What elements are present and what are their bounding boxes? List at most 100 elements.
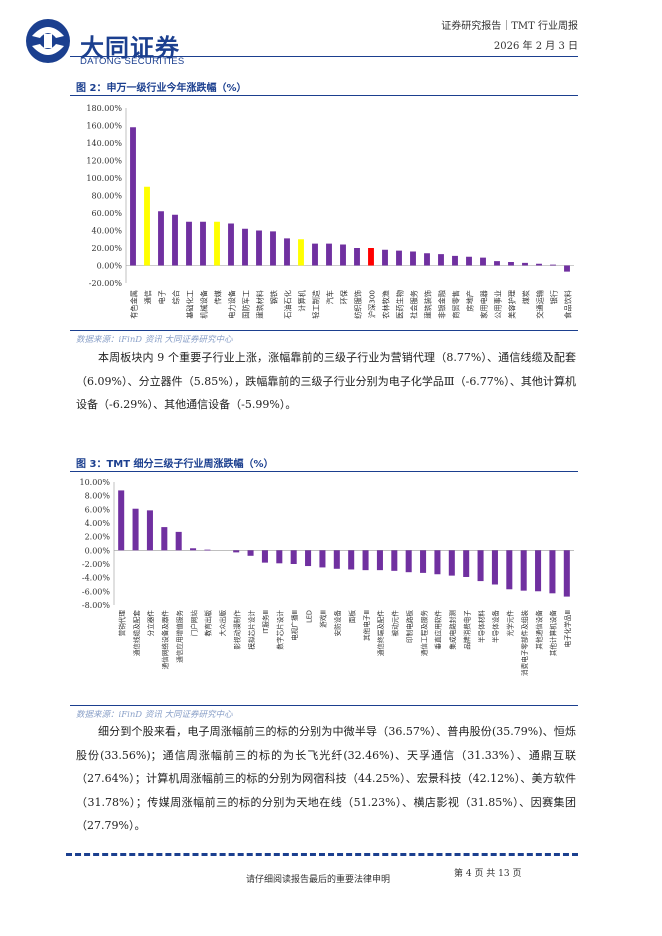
tmt-chart-category-label: 印制电路板	[405, 610, 414, 643]
header-divider	[70, 56, 578, 57]
industry-chart-category-label: 轻工制造	[312, 290, 321, 319]
tmt-chart-category-label: 面板	[347, 610, 356, 624]
tmt-chart-y-tick-label: -6.00%	[82, 587, 111, 596]
industry-chart-y-tick-label: 20.00%	[91, 244, 122, 253]
tmt-chart-category-label: 营销代理	[117, 610, 126, 637]
industry-chart-category-label: 公用事业	[494, 290, 503, 319]
industry-chart-bar	[354, 248, 360, 266]
tmt-chart-bar	[491, 550, 498, 585]
industry-chart-y-tick-label: 140.00%	[86, 139, 122, 148]
tmt-chart-bar	[520, 550, 527, 591]
industry-chart-category-label: 电子	[158, 290, 167, 304]
tmt-chart-category-label: 通信应用增值服务	[175, 610, 184, 663]
tmt-chart-category-label: 品牌消费电子	[462, 610, 471, 650]
tmt-chart-bar	[319, 550, 326, 568]
tmt-chart-y-tick-label: 2.00%	[85, 533, 111, 542]
industry-chart-bar	[466, 256, 472, 266]
tmt-chart-category-label: 游戏Ⅲ	[319, 610, 328, 628]
industry-chart-category-label: 纺织服饰	[354, 290, 363, 319]
tmt-chart-category-label: 影视动漫制作	[232, 610, 241, 650]
datong-logo-icon	[26, 19, 70, 63]
tmt-chart-category-label: 光学元件	[506, 610, 515, 637]
industry-chart-bar	[340, 244, 346, 266]
industry-chart-category-label: 建筑装饰	[424, 290, 433, 319]
figure3-title: 图 3：TMT 细分三级子行业周涨跌幅（%）	[76, 459, 274, 470]
tmt-chart-y-tick-label: 0.00%	[85, 546, 111, 555]
industry-chart-category-label: 电力设备	[228, 290, 237, 319]
tmt-chart-bar	[305, 550, 312, 567]
tmt-chart-category-label: LED	[305, 610, 313, 623]
company-name-cn: 大同证券	[80, 34, 180, 62]
tmt-chart-category-label: 电子化学品Ⅲ	[563, 610, 572, 648]
tmt-chart-category-label: 其他通信设备	[534, 610, 543, 650]
industry-chart-category-label: 非银金融	[438, 290, 447, 319]
industry-chart-category-label: 家用电器	[480, 290, 489, 319]
tmt-chart-y-tick-label: -8.00%	[82, 601, 111, 610]
industry-chart-y-tick-label: -20.00%	[89, 279, 123, 288]
industry-chart-category-label: 煤炭	[522, 290, 531, 304]
industry-chart-bar	[284, 238, 290, 266]
industry-chart-bar	[228, 223, 234, 266]
industry-chart-y-tick-label: 120.00%	[86, 157, 122, 166]
industry-chart-y-tick-label: 0.00%	[97, 262, 123, 271]
tmt-chart-category-label: 消费电子零部件及组装	[520, 610, 529, 676]
tmt-chart-bar	[405, 550, 412, 573]
industry-chart-bar	[144, 186, 150, 266]
industry-chart-bar	[172, 214, 178, 266]
tmt-chart-y-tick-label: 8.00%	[85, 492, 111, 501]
tmt-chart-bar	[448, 550, 455, 576]
industry-chart-category-label: 有色金属	[130, 290, 139, 319]
industry-chart-category-label: 商贸零售	[452, 290, 461, 319]
figure3-bottom-rule	[70, 705, 578, 706]
industry-ytd-bar-chart: 180.00% 160.00% 140.00% 120.00% 100.00% 80.00…	[86, 104, 574, 319]
tmt-chart-bar	[146, 510, 153, 551]
industry-chart-bar	[186, 221, 192, 266]
industry-chart-category-label: 银行	[550, 290, 559, 304]
industry-chart-category-label: 建筑材料	[256, 290, 265, 319]
industry-chart-bar	[396, 250, 402, 266]
tmt-chart-bar	[276, 550, 283, 564]
industry-chart-category-label: 国防军工	[242, 290, 251, 319]
footer-dashed-divider	[66, 853, 578, 856]
tmt-chart-category-label: 电视广播Ⅲ	[290, 610, 299, 641]
company-logo: 大同证券 DATONG SECURITIES	[22, 16, 222, 67]
tmt-chart-category-label: 被动元件	[391, 610, 400, 637]
tmt-chart-bar	[333, 550, 340, 569]
tmt-chart-y-tick-label: -4.00%	[82, 574, 111, 583]
tmt-chart-y-tick-label: 4.00%	[85, 519, 111, 528]
industry-chart-bar	[508, 262, 514, 266]
figure2-bottom-rule	[70, 330, 578, 331]
figure2-source: 数据来源：iFinD 资讯 大同证券研究中心	[76, 335, 233, 345]
industry-chart-category-label: 基础化工	[186, 290, 195, 319]
industry-chart-category-label: 通信	[144, 290, 153, 304]
tmt-chart-y-tick-label: 10.00%	[79, 478, 110, 487]
tmt-chart-category-label: 集成电路封测	[448, 610, 457, 650]
tmt-chart-category-label: 数字芯片设计	[276, 610, 285, 650]
tmt-chart-bar	[376, 550, 383, 571]
industry-chart-bar	[550, 264, 556, 266]
tmt-chart-bar	[563, 550, 570, 597]
footer-disclaimer: 请仔细阅读报告最后的重要法律申明	[246, 875, 391, 885]
industry-chart-category-label: 交通运输	[536, 290, 545, 319]
figure2-top-rule	[70, 95, 578, 96]
company-name-en: DATONG SECURITIES	[80, 56, 185, 67]
tmt-chart-bar	[132, 508, 139, 551]
tmt-chart-bar	[247, 550, 254, 556]
tmt-chart-category-label: 安防设备	[333, 610, 342, 637]
report-type: 证券研究报告｜TMT 行业周报	[441, 21, 578, 32]
tmt-chart-category-label: 其他电子Ⅲ	[362, 610, 371, 641]
industry-chart-bar	[410, 251, 416, 266]
industry-chart-bar	[382, 249, 388, 266]
tmt-chart-y-tick-label: -2.00%	[82, 560, 111, 569]
industry-chart-bar	[536, 263, 542, 266]
industry-chart-y-tick-label: 160.00%	[86, 122, 122, 131]
industry-chart-bar	[242, 228, 248, 266]
tmt-chart-bar	[420, 550, 427, 573]
tmt-chart-bar	[434, 550, 441, 575]
industry-chart-bar	[200, 221, 206, 266]
report-date: 2026 年 2 月 3 日	[493, 41, 578, 52]
tmt-chart-category-label: 其他计算机设备	[549, 610, 558, 657]
tmt-chart-category-label: 通信线缆及配套	[132, 610, 141, 657]
industry-chart-category-label: 汽车	[326, 290, 335, 304]
tmt-chart-category-label: 通信工程及服务	[419, 610, 428, 657]
